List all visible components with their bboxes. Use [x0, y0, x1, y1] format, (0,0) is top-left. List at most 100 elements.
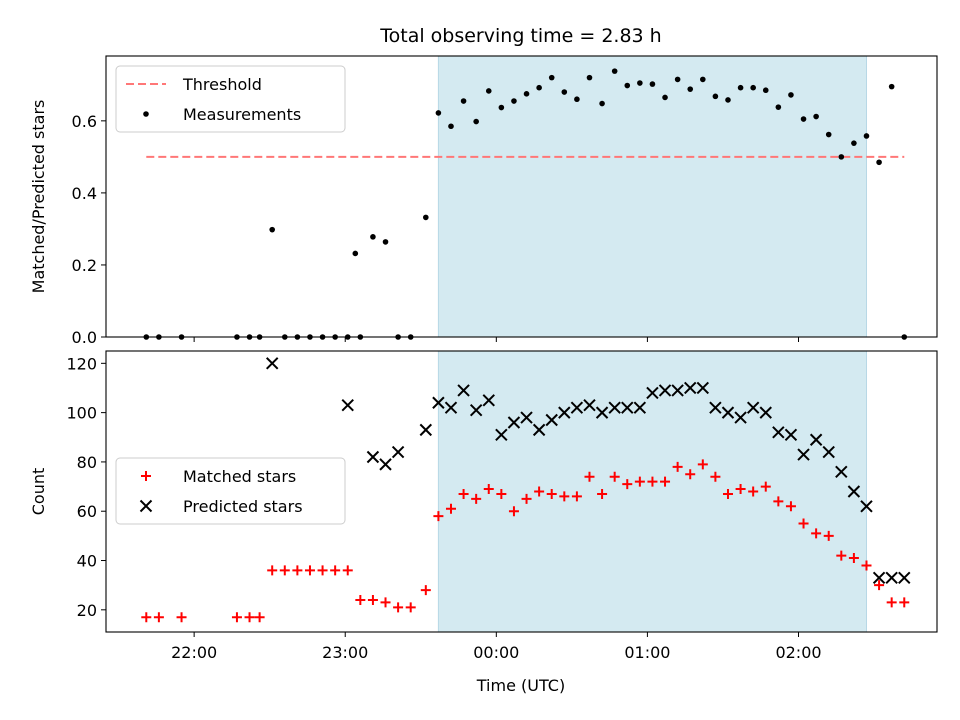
measurement-point: [246, 334, 253, 340]
measurement-point: [561, 89, 568, 95]
measurement-point: [448, 123, 454, 130]
predicted-star-point: [898, 571, 911, 584]
x-tick-label: 23:00: [322, 643, 368, 662]
matched-star-point: [886, 597, 897, 608]
y-tick-label: 60: [77, 502, 97, 521]
x-tick-label: 02:00: [775, 643, 821, 662]
predicted-star-point: [734, 411, 747, 424]
predicted-star-point: [772, 426, 785, 439]
measurement-point: [234, 334, 240, 340]
y-tick-label: 0.6: [72, 112, 97, 131]
measurement-point: [788, 92, 794, 98]
observing-window-span: [437, 350, 867, 633]
matched-star-point: [861, 560, 872, 571]
matched-star-point: [496, 488, 507, 499]
matched-star-point: [760, 481, 771, 492]
matched-star-point: [559, 491, 570, 502]
matched-star-point: [672, 461, 683, 472]
matched-star-point: [471, 493, 482, 504]
measurement-point: [750, 84, 756, 91]
matched-star-point: [231, 612, 242, 623]
x-tick-label: 00:00: [473, 643, 519, 662]
predicted-star-point: [341, 399, 354, 412]
predicted-star-point: [520, 411, 533, 424]
measurement-point: [574, 96, 580, 103]
measurement-point: [498, 104, 505, 111]
matched-star-point: [622, 479, 633, 490]
measurement-point: [536, 84, 542, 91]
matched-star-point: [420, 585, 431, 596]
predicted-star-point: [872, 571, 886, 584]
measurement-point: [863, 133, 870, 139]
measurement-point: [178, 334, 185, 340]
predicted-star-point: [847, 485, 861, 498]
predicted-star-point: [822, 445, 835, 459]
chart-title: Total observing time = 2.83 h: [379, 25, 661, 47]
top-panel: 0.0 0.2 0.4 0.6 Matched/Predicted stars Thres…: [29, 55, 938, 347]
measurement-point: [294, 334, 301, 340]
predicted-star-point: [507, 416, 521, 429]
matched-star-point: [584, 471, 595, 482]
observing-window-span: [437, 55, 867, 338]
legend-matched-swatch: [141, 471, 151, 481]
measurement-point: [523, 91, 530, 97]
matched-star-point: [634, 476, 645, 487]
predicted-star-point: [621, 401, 634, 414]
matched-star-point: [647, 476, 658, 487]
legend-top: Threshold Measurements: [115, 65, 346, 133]
matched-star-point: [546, 488, 557, 499]
matched-star-point: [571, 491, 582, 502]
matched-star-point: [267, 565, 278, 576]
measurement-point: [687, 86, 694, 92]
measurement-point: [649, 81, 656, 87]
x-tick-label: 01:00: [624, 643, 670, 662]
measurement-point: [473, 118, 479, 125]
matched-star-point: [735, 484, 746, 495]
measurement-point: [825, 131, 832, 138]
predicted-star-point: [265, 357, 279, 370]
measurement-point: [901, 334, 908, 340]
predicted-star-point: [495, 428, 508, 442]
measurement-point: [712, 93, 719, 100]
measurement-point: [674, 76, 681, 83]
predicted-star-point: [684, 381, 697, 395]
predicted-star-point: [482, 394, 495, 407]
matched-star-point: [292, 565, 303, 576]
predicted-star-point: [570, 401, 584, 414]
matched-star-point: [458, 488, 469, 499]
matched-star-point: [279, 565, 290, 576]
legend-bottom: Matched stars Predicted stars: [115, 457, 346, 525]
matched-star-point: [660, 476, 671, 487]
measurement-point: [876, 159, 882, 166]
x-axis-label: Time (UTC): [476, 676, 565, 695]
matched-star-point: [722, 488, 733, 499]
measurement-point: [775, 104, 782, 110]
matched-star-point: [748, 486, 759, 497]
measurement-point: [269, 226, 276, 233]
predicted-star-point: [583, 399, 596, 412]
measurement-point: [307, 334, 313, 340]
predicted-star-point: [366, 450, 380, 464]
y-tick-label: 20: [77, 601, 97, 620]
matched-star-point: [899, 597, 910, 608]
legend-predicted-swatch: [139, 499, 153, 513]
predicted-star-point: [558, 406, 571, 419]
predicted-star-point: [797, 448, 810, 461]
matched-star-point: [836, 550, 847, 561]
measurement-point: [460, 98, 467, 104]
bottom-panel: 22:00 23:00 00:00 01:00 02:00 20 40 60 80 100 120 C…: [29, 350, 938, 662]
predicted-star-point: [658, 384, 672, 397]
predicted-star-point: [633, 401, 647, 414]
measurement-point: [256, 334, 263, 340]
matched-star-point: [874, 580, 885, 591]
measurement-point: [586, 74, 593, 81]
measurement-point: [352, 250, 359, 257]
matched-star-point: [710, 471, 721, 482]
measurement-point: [599, 100, 605, 107]
measurement-point: [407, 334, 414, 340]
matched-star-point: [848, 553, 859, 564]
matched-star-point: [521, 493, 532, 504]
measurement-point: [662, 94, 668, 101]
measurement-point: [332, 334, 338, 340]
